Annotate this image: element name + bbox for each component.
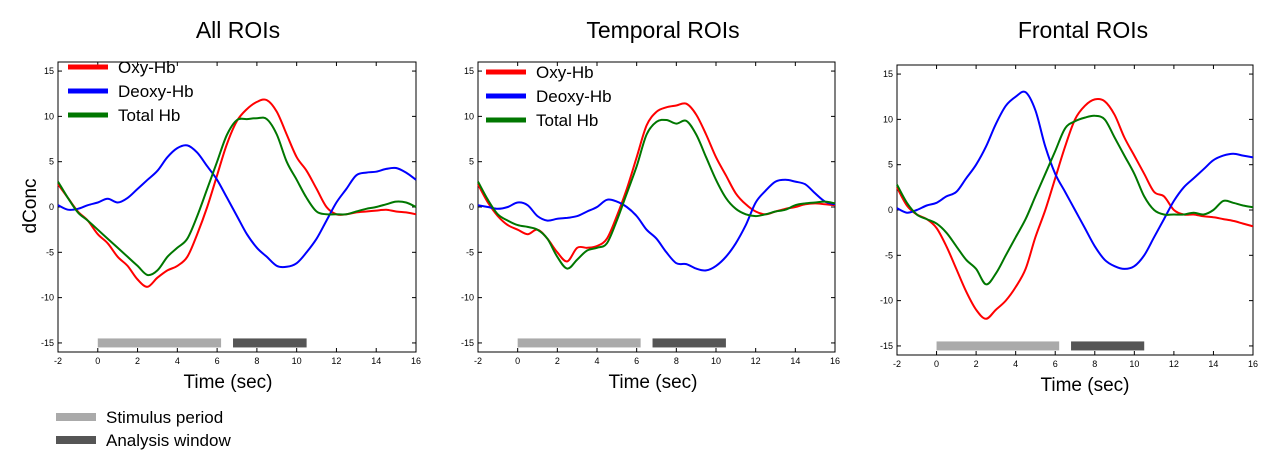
y-tick-label: 0 xyxy=(469,202,474,212)
y-tick-label: -10 xyxy=(41,293,54,303)
y-tick-label: -15 xyxy=(461,338,474,348)
y-tick-label: 10 xyxy=(883,114,893,124)
series-line-total-hb xyxy=(57,116,417,277)
x-tick-label: 8 xyxy=(1092,359,1097,369)
chart-panel-all-rois: All ROIs dConc -2 0 2 4 6 8 10 12 14 16 15 10 5 0 -5 -1… xyxy=(20,17,421,393)
x-tick-label: 8 xyxy=(254,356,259,366)
y-tick-label: 0 xyxy=(888,205,893,215)
series-line-total-hb xyxy=(477,118,836,270)
series-line-total-hb xyxy=(896,114,1254,286)
series-line-deoxy-hb xyxy=(477,178,836,272)
y-tick-label: -5 xyxy=(46,247,54,257)
plot-area: -2 0 2 4 6 8 10 12 14 16 15 10 5 0 -5 -10 -15 xyxy=(880,64,1258,369)
x-tick-label: 6 xyxy=(1053,359,1058,369)
x-tick-label: 14 xyxy=(790,356,800,366)
y-tick-label: -10 xyxy=(880,296,893,306)
x-tick-label: 16 xyxy=(830,356,840,366)
x-tick-label: 2 xyxy=(974,359,979,369)
x-tick-label: 10 xyxy=(711,356,721,366)
y-tick-label: 10 xyxy=(44,111,54,121)
chart-title: All ROIs xyxy=(196,17,280,43)
x-tick-label: 2 xyxy=(555,356,560,366)
x-tick-label: 6 xyxy=(215,356,220,366)
x-tick-label: 8 xyxy=(674,356,679,366)
x-tick-label: 14 xyxy=(371,356,381,366)
y-tick-label: -5 xyxy=(885,250,893,260)
legend-label-deoxy-hb: Deoxy-Hb xyxy=(536,87,612,106)
legend: Oxy-Hb Deoxy-Hb Total Hb xyxy=(486,63,612,130)
y-tick-label: -5 xyxy=(466,247,474,257)
y-tick-label: 15 xyxy=(44,66,54,76)
chart-title: Frontal ROIs xyxy=(1018,17,1148,43)
legend-label-stimulus-period: Stimulus period xyxy=(106,408,223,427)
x-tick-label: 12 xyxy=(751,356,761,366)
legend-label-total-hb: Total Hb xyxy=(118,106,180,125)
period-bar-analysis-window xyxy=(233,338,307,348)
x-tick-label: 0 xyxy=(95,356,100,366)
legend: Oxy-Hb Deoxy-Hb Total Hb xyxy=(68,58,194,125)
y-tick-label: 5 xyxy=(49,157,54,167)
series-line-deoxy-hb xyxy=(896,90,1254,270)
y-tick-label: 5 xyxy=(469,157,474,167)
legend-label-total-hb: Total Hb xyxy=(536,111,598,130)
y-tick-label: -15 xyxy=(880,341,893,351)
x-tick-label: 12 xyxy=(331,356,341,366)
period-bar-stimulus-period xyxy=(936,341,1060,351)
x-tick-label: 10 xyxy=(292,356,302,366)
plot-frame xyxy=(57,61,417,353)
y-tick-label: 15 xyxy=(883,69,893,79)
x-tick-label: 4 xyxy=(594,356,599,366)
chart-panel-frontal-rois: Frontal ROIs -2 0 2 4 6 8 10 12 14 16151050-5-10-… xyxy=(880,17,1258,396)
x-tick-label: -2 xyxy=(474,356,482,366)
x-tick-label: -2 xyxy=(54,356,62,366)
series-line-oxy-hb xyxy=(57,98,417,288)
x-tick-label: 6 xyxy=(634,356,639,366)
legend-label-deoxy-hb: Deoxy-Hb xyxy=(118,82,194,101)
x-tick-label: 14 xyxy=(1208,359,1218,369)
y-tick-label: 5 xyxy=(888,160,893,170)
x-axis-label: Time (sec) xyxy=(1040,375,1129,396)
y-tick-label: 0 xyxy=(49,202,54,212)
x-tick-label: 12 xyxy=(1169,359,1179,369)
x-axis-label: Time (sec) xyxy=(608,372,697,393)
y-tick-label: -15 xyxy=(41,338,54,348)
x-tick-label: 4 xyxy=(175,356,180,366)
series-line-deoxy-hb xyxy=(57,144,417,269)
chart-panel-temporal-rois: Temporal ROIs -2 0 2 4 6 8 10 12 14 16 15 10 5 0 -5 -10… xyxy=(461,17,840,393)
series-line-oxy-hb xyxy=(896,98,1254,320)
x-tick-label: 10 xyxy=(1129,359,1139,369)
y-tick-label: 15 xyxy=(464,66,474,76)
period-legend: Stimulus period Analysis window xyxy=(56,408,231,450)
period-bar-analysis-window xyxy=(652,338,726,348)
period-bar-stimulus-period xyxy=(97,338,222,348)
legend-label-analysis-window: Analysis window xyxy=(106,431,231,450)
plot-area: -2 0 2 4 6 8 10 12 14 16 15 10 5 0 -5 -10 -15 xyxy=(461,61,840,366)
x-tick-label: 4 xyxy=(1013,359,1018,369)
y-tick-label: 10 xyxy=(464,111,474,121)
plot-frame xyxy=(477,61,836,353)
x-tick-label: 0 xyxy=(934,359,939,369)
legend-label-oxy-hb: Oxy-Hb xyxy=(118,58,176,77)
legend-label-oxy-hb: Oxy-Hb xyxy=(536,63,594,82)
x-tick-label: 2 xyxy=(135,356,140,366)
x-tick-label: 16 xyxy=(1248,359,1258,369)
y-axis-label: dConc xyxy=(20,179,41,234)
x-tick-label: 0 xyxy=(515,356,520,366)
plot-area: -2 0 2 4 6 8 10 12 14 16 15 10 5 0 -5 -10 -15 xyxy=(41,61,421,366)
y-tick-label: -10 xyxy=(461,293,474,303)
period-bar-analysis-window xyxy=(1071,341,1145,351)
x-tick-label: 16 xyxy=(411,356,421,366)
period-bar-stimulus-period xyxy=(517,338,641,348)
chart-title: Temporal ROIs xyxy=(586,17,739,43)
x-tick-label: -2 xyxy=(893,359,901,369)
x-axis-label: Time (sec) xyxy=(183,372,272,393)
